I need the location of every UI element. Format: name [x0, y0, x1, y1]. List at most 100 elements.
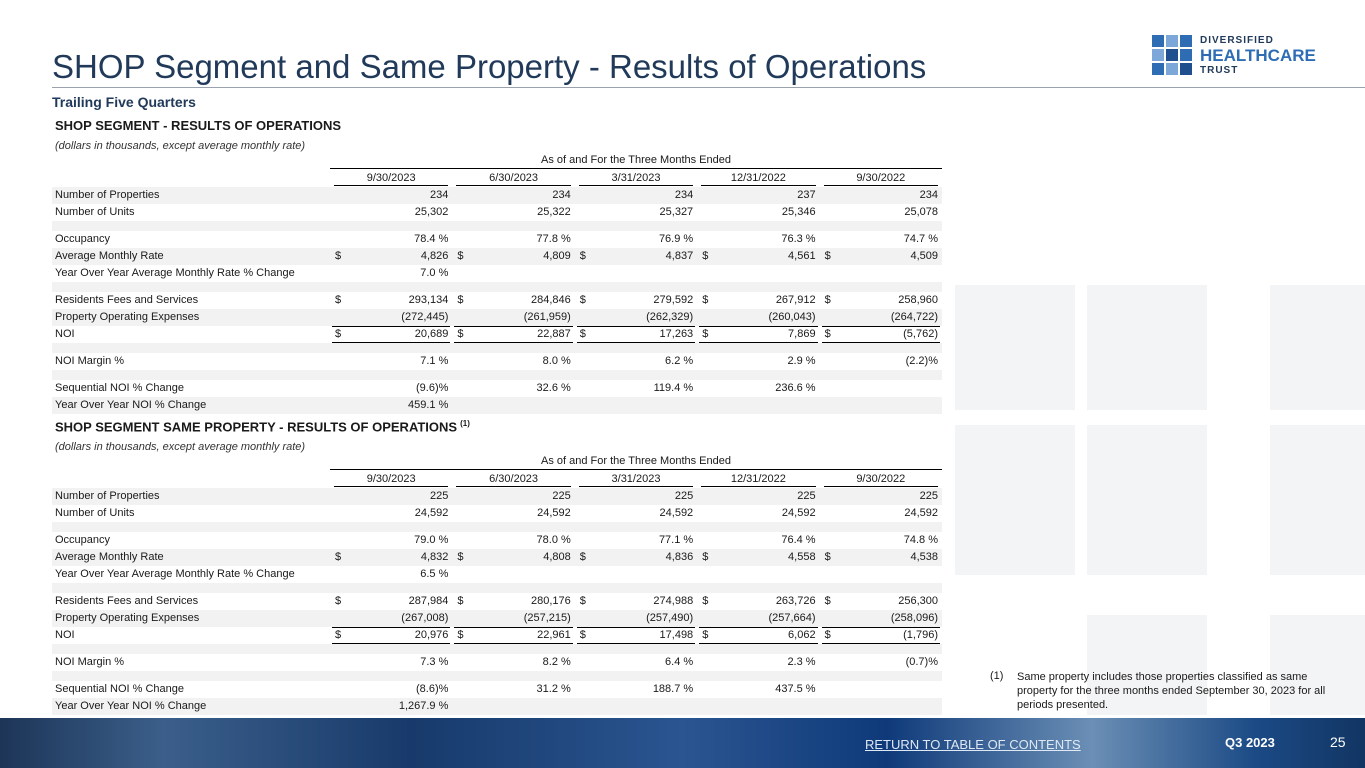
row-label: Number of Units [55, 206, 135, 218]
currency-sign: $ [579, 595, 586, 607]
currency-sign: $ [579, 250, 586, 262]
row-label: Year Over Year NOI % Change [55, 399, 207, 411]
table-cell: 74.8 % [903, 534, 938, 546]
currency-sign: $ [702, 629, 709, 641]
footnote-text: Same property includes those properties … [1017, 671, 1326, 711]
table-cell: 20,976 [414, 629, 449, 641]
currency-sign: $ [335, 250, 342, 262]
row-label: Property Operating Expenses [55, 612, 200, 624]
period: Q3 2023 [1225, 735, 1275, 750]
logo-square [1152, 63, 1164, 75]
table-cell: 4,538 [910, 551, 938, 563]
table-cell: (258,096) [890, 612, 938, 624]
table-row [52, 397, 942, 414]
table-cell: 293,134 [408, 294, 449, 306]
page-number: 25 [1330, 734, 1346, 750]
table-cell: 6.2 % [665, 355, 694, 367]
table-cell: 74.7 % [903, 233, 938, 245]
row-label: Year Over Year Average Monthly Rate % Ch… [55, 568, 295, 580]
row-label: NOI Margin % [55, 656, 125, 668]
table-cell: 234 [919, 189, 938, 201]
table-cell: 279,592 [653, 294, 694, 306]
table-cell: (261,959) [523, 311, 571, 323]
row-label: Year Over Year Average Monthly Rate % Ch… [55, 267, 295, 279]
table-cell: (0.7)% [905, 656, 938, 668]
currency-sign: $ [335, 595, 342, 607]
group-header: As of and For the Three Months Ended [330, 454, 942, 470]
spacer-row [52, 671, 942, 681]
table-cell: (1,796) [903, 629, 938, 641]
row-label: Sequential NOI % Change [55, 382, 185, 394]
table-cell: 234 [674, 189, 694, 201]
table-cell: 225 [552, 490, 571, 502]
units-note: (dollars in thousands, except average mo… [55, 140, 306, 152]
logo-square [1152, 35, 1164, 47]
table-cell: 76.9 % [658, 233, 694, 245]
units-note: (dollars in thousands, except average mo… [55, 441, 306, 453]
column-header: 9/30/2022 [823, 472, 938, 487]
logo-text: TRUST [1200, 65, 1239, 76]
table-cell: (257,215) [523, 612, 571, 624]
row-label: Number of Units [55, 507, 135, 519]
row-label: Residents Fees and Services [55, 294, 199, 306]
currency-sign: $ [457, 294, 464, 306]
spacer-row [52, 282, 942, 292]
table-cell: 24,592 [781, 507, 816, 519]
row-label: NOI [55, 629, 75, 641]
table-cell: 2.9 % [787, 355, 816, 367]
table-cell: 25,346 [781, 206, 816, 218]
table-cell: 4,836 [665, 551, 694, 563]
table-cell: 459.1 % [408, 399, 449, 411]
footer-band [0, 718, 1365, 768]
heading-ref: (1) [460, 419, 470, 428]
table-cell: 119.4 % [653, 382, 694, 394]
currency-sign: $ [457, 551, 464, 563]
spacer-row [52, 522, 942, 532]
group-header: As of and For the Three Months Ended [330, 153, 942, 169]
table-cell: 6.5 % [420, 568, 449, 580]
section-heading: SHOP SEGMENT - RESULTS OF OPERATIONS [55, 118, 342, 133]
row-label: Sequential NOI % Change [55, 683, 185, 695]
title-rule [52, 87, 1365, 88]
table-cell: (260,043) [768, 311, 816, 323]
column-header: 12/31/2022 [701, 171, 816, 186]
table-cell: 76.4 % [781, 534, 816, 546]
table-cell: (9.6)% [415, 382, 449, 394]
currency-sign: $ [335, 294, 342, 306]
logo-text: HEALTHCARE [1200, 46, 1316, 65]
column-header: 6/30/2023 [456, 171, 571, 186]
table-cell: (264,722) [890, 311, 938, 323]
table-cell: 25,078 [904, 206, 938, 218]
bg-tile [1087, 285, 1207, 410]
row-label: Residents Fees and Services [55, 595, 199, 607]
spacer-row [52, 644, 942, 654]
table-cell: 437.5 % [775, 683, 816, 695]
table-cell: 4,558 [788, 551, 816, 563]
table-row [52, 187, 942, 204]
return-link[interactable]: RETURN TO TABLE OF CONTENTS [865, 737, 1081, 752]
logo-square [1166, 49, 1178, 61]
table-cell: 4,832 [420, 551, 449, 563]
logo: DIVERSIFIED HEALTHCARE TRUST [1152, 35, 1322, 77]
table-cell: 225 [674, 490, 694, 502]
currency-sign: $ [824, 551, 831, 563]
table-cell: 284,846 [531, 294, 571, 306]
currency-sign: $ [335, 328, 342, 340]
row-label: Occupancy [55, 233, 111, 245]
row-label: NOI Margin % [55, 355, 125, 367]
spacer-row [52, 370, 942, 380]
title: SHOP Segment and Same Property - Results… [52, 48, 927, 85]
logo-text: DIVERSIFIED [1200, 35, 1274, 46]
row-label: Number of Properties [55, 490, 160, 502]
table-cell: 24,592 [537, 507, 571, 519]
table-cell: (5,762) [903, 328, 938, 340]
table-cell: 4,809 [543, 250, 571, 262]
currency-sign: $ [579, 629, 586, 641]
table-cell: 4,561 [788, 250, 816, 262]
table-cell: 2.3 % [787, 656, 816, 668]
section-heading: SHOP SEGMENT SAME PROPERTY - RESULTS OF … [55, 419, 470, 435]
currency-sign: $ [824, 328, 831, 340]
table-cell: 22,961 [537, 629, 571, 641]
footnote-marker: (1) [990, 670, 1004, 682]
table-cell: 8.0 % [542, 355, 571, 367]
